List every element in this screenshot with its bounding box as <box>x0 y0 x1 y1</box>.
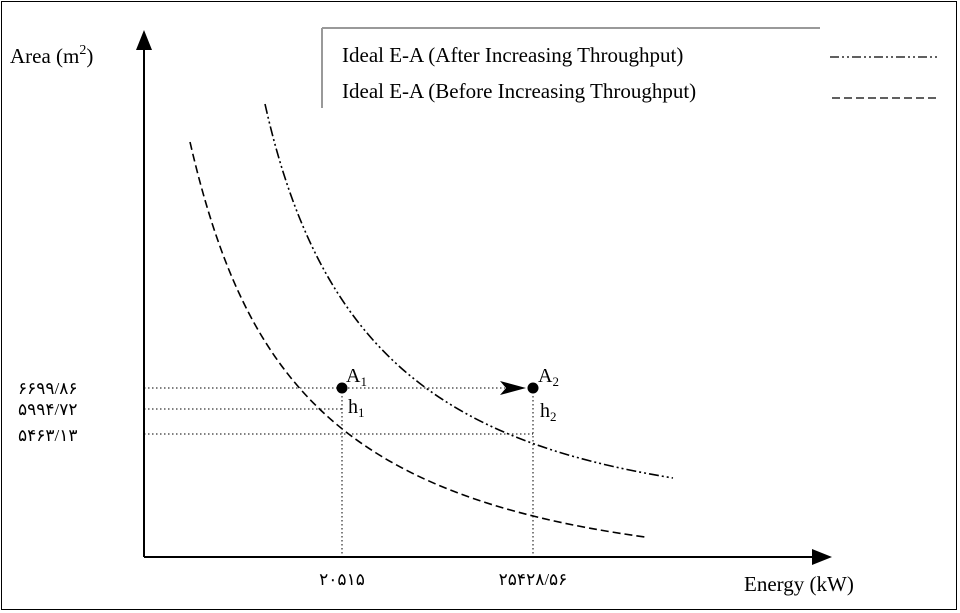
annotation-h1: h1 <box>348 396 365 420</box>
point-label-A2: A2 <box>538 365 559 389</box>
legend: Ideal E-A (After Increasing Throughput) … <box>321 27 938 108</box>
point-label-A1: A1 <box>346 365 367 389</box>
y-tick-label: ۶۶۹۹/۸۶ <box>18 379 78 398</box>
legend-label-after: Ideal E-A (After Increasing Throughput) <box>342 43 683 67</box>
point-A2 <box>527 382 539 394</box>
y-tick-label: ۵۹۹۴/۷۲ <box>18 400 78 419</box>
shift-arrowhead <box>500 381 526 395</box>
series-before-curve <box>189 141 646 538</box>
x-axis-arrowhead <box>812 549 832 565</box>
reference-lines <box>144 387 534 557</box>
annotation-h2: h2 <box>540 400 557 424</box>
y-axis-label: Area (m2) <box>10 43 93 68</box>
x-axis-label: Energy (kW) <box>744 572 854 596</box>
legend-label-before: Ideal E-A (Before Increasing Throughput) <box>342 79 696 103</box>
y-tick-label: ۵۴۶۳/۱۳ <box>18 426 78 445</box>
y-axis-arrowhead <box>136 30 152 50</box>
series-after-curve <box>264 103 674 479</box>
point-A1 <box>336 382 348 394</box>
x-tick-label: ۲۵۴۲۸/۵۶ <box>499 570 568 589</box>
x-tick-label: ۲۰۵۱۵ <box>319 570 365 589</box>
